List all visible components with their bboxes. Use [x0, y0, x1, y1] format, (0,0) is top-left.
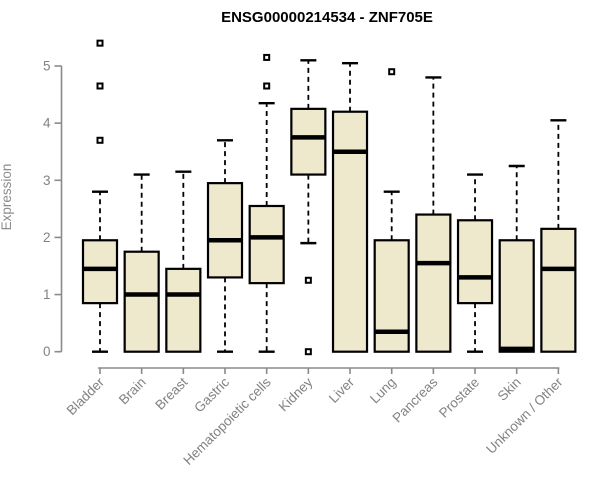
boxplot-hematopoietic-cells	[248, 53, 285, 353]
y-tick-label: 3	[43, 173, 51, 188]
y-tick-label: 0	[43, 344, 51, 359]
iqr-box-breast	[165, 267, 202, 353]
chart-title: ENSG00000214534 - ZNF705E	[221, 9, 433, 26]
outlier-point-bladder	[96, 136, 104, 144]
iqr-box-liver	[331, 110, 369, 353]
boxplot-skin	[498, 164, 535, 353]
iqr-box-prostate	[456, 219, 494, 305]
y-tick-label: 4	[43, 116, 51, 131]
iqr-box-gastric	[206, 182, 244, 279]
x-category-label-breast: Breast	[152, 374, 190, 412]
x-category-label-kidney: Kidney	[276, 374, 316, 414]
boxplot-lung	[373, 68, 410, 353]
x-category-label-pancreas: Pancreas	[390, 374, 441, 425]
y-tick-label: 5	[43, 59, 51, 74]
outlier-point-kidney	[304, 276, 312, 284]
boxplot-brain	[123, 173, 160, 353]
y-tick-label: 2	[43, 230, 51, 245]
outlier-point-bladder	[96, 39, 104, 47]
x-category-label-lung: Lung	[367, 375, 399, 407]
iqr-box-hematopoietic-cells	[248, 204, 285, 285]
iqr-box-lung	[373, 239, 410, 353]
x-category-label-unknown-other: Unknown / Other	[483, 374, 566, 457]
outlier-point-kidney	[304, 348, 312, 356]
x-category-label-brain: Brain	[116, 375, 149, 408]
boxplot-prostate	[456, 173, 494, 353]
x-category-label-skin: Skin	[495, 375, 524, 404]
y-tick-label: 1	[43, 287, 51, 302]
boxplot-bladder	[81, 39, 119, 353]
boxplot-breast	[165, 170, 202, 353]
iqr-box-kidney	[290, 107, 327, 176]
iqr-box-unknown-other	[540, 227, 577, 353]
outlier-point-bladder	[96, 82, 104, 90]
iqr-box-skin	[498, 239, 535, 353]
x-category-label-bladder: Bladder	[64, 374, 108, 418]
boxplot-pancreas	[415, 76, 452, 353]
boxplot-unknown-other	[540, 119, 577, 353]
x-category-label-prostate: Prostate	[436, 375, 482, 421]
iqr-box-bladder	[81, 239, 119, 305]
outlier-point-hematopoietic-cells	[263, 82, 271, 90]
iqr-box-brain	[123, 250, 160, 353]
iqr-box-pancreas	[415, 213, 452, 353]
boxplot-kidney	[290, 59, 327, 356]
boxplot-liver	[331, 61, 369, 353]
y-axis-title: Expression	[0, 164, 14, 231]
x-category-label-gastric: Gastric	[191, 374, 232, 415]
outlier-point-lung	[388, 68, 396, 76]
boxplot-gastric	[206, 139, 244, 353]
outlier-point-hematopoietic-cells	[263, 53, 271, 61]
x-category-label-liver: Liver	[326, 374, 358, 406]
